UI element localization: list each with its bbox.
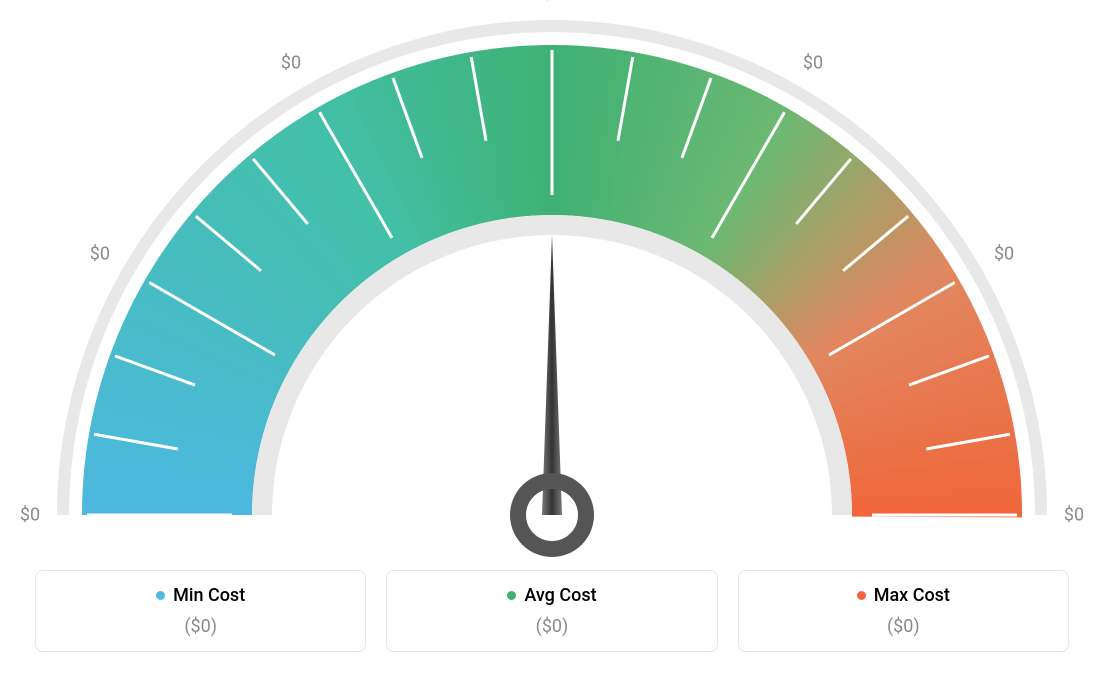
legend-min-label: Min Cost: [46, 585, 355, 606]
gauge-axis-label: $0: [281, 52, 301, 73]
gauge-axis-label: $0: [994, 244, 1014, 265]
legend-max-label: Max Cost: [749, 585, 1058, 606]
legend-min-value: ($0): [46, 616, 355, 637]
legend-min-text: Min Cost: [173, 585, 245, 606]
legend-min-dot: [156, 591, 165, 600]
gauge-axis-label: $0: [1064, 505, 1084, 526]
legend-max-dot: [857, 591, 866, 600]
gauge-axis-label: $0: [542, 0, 562, 4]
legend-avg-text: Avg Cost: [524, 585, 596, 606]
gauge-svg: [0, 0, 1104, 560]
legend-avg-dot: [507, 591, 516, 600]
gauge-axis-label: $0: [90, 244, 110, 265]
gauge-axis-label: $0: [803, 52, 823, 73]
legend-row: Min Cost ($0) Avg Cost ($0) Max Cost ($0…: [0, 570, 1104, 652]
legend-max-value: ($0): [749, 616, 1058, 637]
gauge-axis-label: $0: [20, 505, 40, 526]
gauge-chart: $0 $0 $0 $0 $0 $0 $0: [0, 0, 1104, 560]
legend-max-text: Max Cost: [874, 585, 950, 606]
legend-avg-label: Avg Cost: [397, 585, 706, 606]
legend-min-box: Min Cost ($0): [35, 570, 366, 652]
legend-avg-box: Avg Cost ($0): [386, 570, 717, 652]
legend-avg-value: ($0): [397, 616, 706, 637]
legend-max-box: Max Cost ($0): [738, 570, 1069, 652]
